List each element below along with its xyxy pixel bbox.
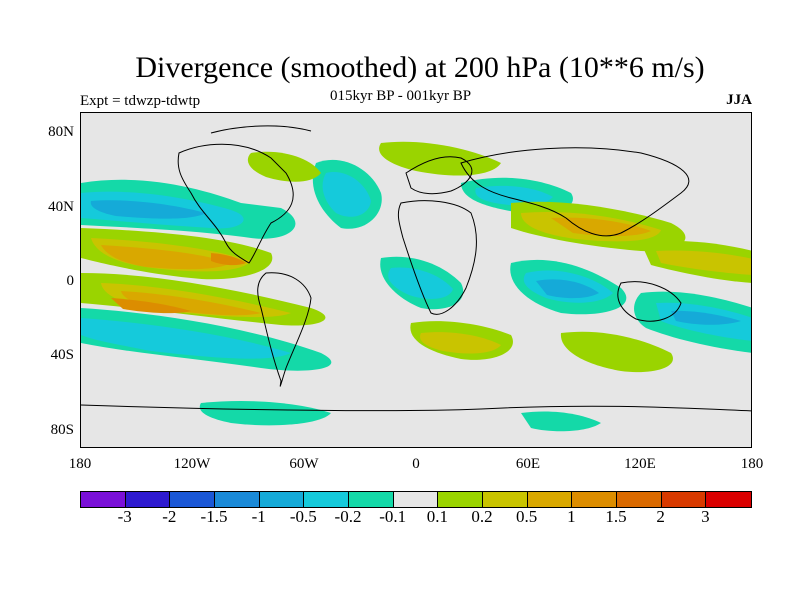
lon-tick-60e: 60E: [515, 456, 541, 472]
colorbar-cell: [661, 492, 707, 507]
colorbar-label: -2: [162, 507, 177, 526]
colorbar-label: -0.1: [379, 507, 407, 526]
positive-field: [81, 141, 751, 373]
colorbar-label: 0.5: [516, 507, 538, 526]
colorbar: [80, 491, 752, 508]
experiment-label: Expt = tdwzp-tdwtp: [80, 93, 201, 109]
lat-tick-80s: 80S: [50, 422, 74, 438]
lat-tick-80n: 80N: [48, 124, 74, 140]
colorbar-label: -3: [117, 507, 132, 526]
map-subtitle: 015kyr BP - 001kyr BP: [330, 88, 472, 104]
negative-field: [81, 159, 751, 432]
season-label: JJA: [726, 92, 752, 108]
map-title: Divergence (smoothed) at 200 hPa (10**6 …: [135, 51, 705, 84]
colorbar-label: -1: [251, 507, 266, 526]
colorbar-cell: [438, 492, 483, 507]
colorbar-label: -0.2: [334, 507, 362, 526]
colorbar-cell: [215, 492, 260, 507]
colorbar-cell: [81, 492, 126, 507]
lat-tick-0: 0: [66, 273, 75, 289]
colorbar-cell: [572, 492, 617, 507]
lon-tick-120w: 120W: [173, 456, 211, 472]
colorbar-label: -1.5: [200, 507, 228, 526]
divergence-map: [80, 112, 752, 448]
colorbar-cell: [304, 492, 349, 507]
lon-tick-120e: 120E: [624, 456, 656, 472]
colorbar-cell: [349, 492, 394, 507]
colorbar-label: 1: [567, 507, 576, 526]
colorbar-cell: [617, 492, 662, 507]
lat-tick-40s: 40S: [50, 347, 74, 363]
colorbar-label: 0.2: [471, 507, 493, 526]
lon-tick-180w: 180: [68, 456, 92, 472]
lon-tick-0: 0: [412, 456, 420, 472]
colorbar-cell: [170, 492, 215, 507]
lat-tick-40n: 40N: [48, 199, 74, 215]
colorbar-label: 2: [656, 507, 665, 526]
colorbar-cell: [259, 492, 305, 507]
lon-tick-180e: 180: [740, 456, 764, 472]
colorbar-label: 1.5: [605, 507, 627, 526]
colorbar-cell: [483, 492, 528, 507]
colorbar-label: -0.5: [289, 507, 317, 526]
colorbar-cell: [706, 492, 751, 507]
map-field: [81, 125, 751, 432]
colorbar-label: 3: [701, 507, 710, 526]
colorbar-cell: [125, 492, 171, 507]
colorbar-cell: [527, 492, 573, 507]
lon-tick-60w: 60W: [289, 456, 319, 472]
colorbar-label: 0.1: [426, 507, 448, 526]
coastlines: [81, 125, 751, 412]
colorbar-cell: [393, 492, 439, 507]
